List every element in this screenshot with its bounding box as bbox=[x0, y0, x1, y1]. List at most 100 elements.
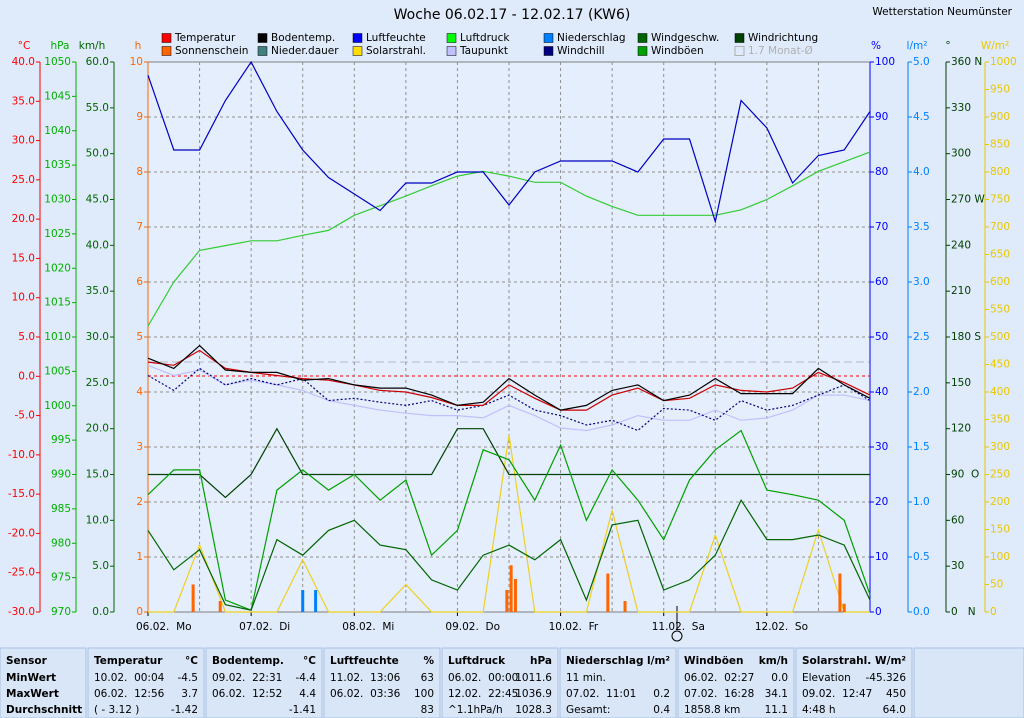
cell-text: 07.02. 16:28 bbox=[684, 688, 754, 700]
y-tick-label: 2 bbox=[136, 496, 143, 508]
y-tick-label: 2.0 bbox=[913, 386, 930, 398]
y-tick-label: 4.0 bbox=[913, 166, 930, 178]
y-tick-label: -30.0 bbox=[8, 606, 35, 618]
cell-value: -4.5 bbox=[178, 672, 199, 684]
axis-unit: ° bbox=[945, 40, 950, 52]
y-tick-label: 10.0 bbox=[12, 292, 35, 304]
y-tick-label: 5 bbox=[136, 331, 143, 343]
y-tick-label: 30.0 bbox=[86, 331, 109, 343]
y-tick-label: 900 bbox=[990, 111, 1010, 123]
cell-value: 3.7 bbox=[181, 688, 198, 700]
legend-label: Niederschlag bbox=[557, 32, 626, 44]
y-tick-label: 80 bbox=[875, 166, 888, 178]
y-tick-label: 1000 bbox=[990, 56, 1017, 68]
cell-value: -4.4 bbox=[296, 672, 317, 684]
legend-swatch bbox=[161, 33, 172, 43]
series-line bbox=[147, 151, 871, 327]
legend-label: Nieder.dauer bbox=[271, 45, 339, 57]
x-tick-label: 07.02. Di bbox=[239, 621, 290, 633]
table-unit: km/h bbox=[759, 655, 788, 667]
cell-text: 11 min. bbox=[566, 672, 606, 684]
y-tick-label: 25.0 bbox=[86, 377, 109, 389]
table-column bbox=[677, 647, 795, 718]
legend-label: Windchill bbox=[557, 45, 605, 57]
y-tick-label: 70 bbox=[875, 221, 888, 233]
axis-unit: hPa bbox=[51, 40, 70, 52]
axis-unit: l/m² bbox=[907, 40, 928, 52]
bar bbox=[301, 590, 305, 612]
y-tick-label: 980 bbox=[51, 537, 71, 549]
bar bbox=[623, 601, 627, 612]
cell-value: 63 bbox=[421, 672, 434, 684]
marker-circle bbox=[671, 630, 683, 642]
y-tick-label: 0.0 bbox=[92, 606, 109, 618]
cell-text: 06.02. 12:52 bbox=[212, 688, 282, 700]
legend-label: Taupunkt bbox=[459, 45, 508, 57]
y-tick-label: 700 bbox=[990, 221, 1010, 233]
cell-text: 06.02. 03:36 bbox=[330, 688, 401, 700]
y-tick-label: 1035 bbox=[44, 159, 71, 171]
cell-text: ( - 3.12 ) bbox=[94, 704, 139, 716]
y-tick-label: 3.0 bbox=[913, 276, 930, 288]
cell-value: 1028.3 bbox=[515, 704, 552, 716]
y-tick-label: 350 bbox=[990, 414, 1010, 426]
y-tick-label: 7 bbox=[136, 221, 143, 233]
row-label: MinWert bbox=[6, 672, 56, 684]
stats-table: Sensor Temperatur °C Bodentemp. °C Luftfeucht… bbox=[0, 647, 1024, 718]
y-tick-label: 9 bbox=[136, 111, 143, 123]
legend-swatch bbox=[543, 33, 554, 43]
y-tick-label: 150 bbox=[990, 524, 1010, 536]
cell-text: ^1.1hPa/h bbox=[448, 704, 503, 716]
legend-label: Luftdruck bbox=[460, 32, 510, 44]
y-tick-label: 10 bbox=[130, 56, 143, 68]
y-tick-label: 0.0 bbox=[913, 606, 930, 618]
table-header: Windböen bbox=[684, 655, 744, 667]
cell-text: 12.02. 22:45 bbox=[448, 688, 518, 700]
y-tick-label: 1.5 bbox=[913, 441, 930, 453]
y-tick-label: 1 bbox=[136, 551, 143, 563]
series-line bbox=[147, 367, 871, 432]
y-tick-label: 1040 bbox=[44, 125, 71, 137]
table-column bbox=[205, 647, 323, 718]
y-tick-label: 0.5 bbox=[913, 551, 930, 563]
y-tick-label: 40.0 bbox=[86, 239, 109, 251]
table-column bbox=[87, 647, 205, 718]
table-header: Solarstrahl. bbox=[802, 655, 871, 667]
table-header: Niederschlag bbox=[566, 655, 643, 667]
table-column bbox=[323, 647, 441, 718]
cell-value: 4.4 bbox=[299, 688, 316, 700]
y-tick-label: 200 bbox=[990, 496, 1010, 508]
y-tick-label: 250 bbox=[990, 469, 1010, 481]
y-tick-label: 985 bbox=[51, 503, 71, 515]
y-tick-label: 1020 bbox=[44, 262, 71, 274]
series-line bbox=[148, 434, 870, 613]
legend-swatch bbox=[161, 46, 172, 56]
legend-label: Windböen bbox=[651, 45, 704, 57]
y-tick-label: 20.0 bbox=[86, 423, 109, 435]
y-tick-label: 35.0 bbox=[86, 285, 109, 297]
y-tick-label: 300 bbox=[990, 441, 1010, 453]
axis-unit: °C bbox=[18, 40, 31, 52]
y-tick-label: 60 bbox=[951, 514, 964, 526]
y-tick-label: 90 O bbox=[951, 469, 979, 481]
y-tick-label: 40 bbox=[875, 386, 888, 398]
legend-label: Sonnenschein bbox=[175, 45, 248, 57]
x-tick-label: 08.02. Mi bbox=[342, 621, 394, 633]
y-tick-label: 15.0 bbox=[86, 469, 109, 481]
legend-swatch bbox=[637, 33, 648, 43]
series-line bbox=[147, 60, 871, 224]
x-tick-label: 10.02. Fr bbox=[549, 621, 599, 633]
y-tick-label: 240 bbox=[951, 239, 971, 251]
y-tick-label: 990 bbox=[51, 469, 71, 481]
legend-swatch bbox=[352, 46, 363, 56]
series-line bbox=[147, 364, 871, 432]
bar bbox=[513, 579, 517, 612]
y-tick-label: 850 bbox=[990, 139, 1010, 151]
y-tick-label: 50.0 bbox=[86, 148, 109, 160]
y-tick-label: 60.0 bbox=[86, 56, 109, 68]
bar bbox=[314, 590, 318, 612]
y-tick-label: -25.0 bbox=[8, 567, 35, 579]
y-tick-label: 270 W bbox=[951, 194, 985, 206]
cell-value: -1.41 bbox=[289, 704, 316, 716]
